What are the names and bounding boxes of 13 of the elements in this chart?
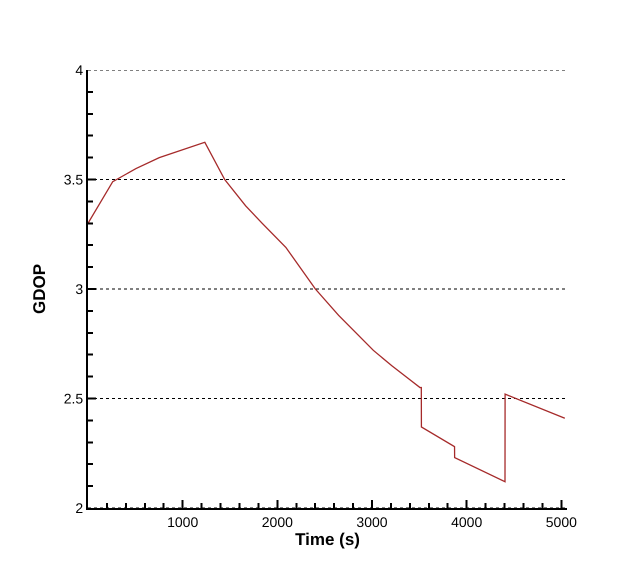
x-tick-label: 2000 [262,514,294,530]
x-tick-label: 5000 [546,514,578,530]
x-tick-label: 1000 [167,514,198,530]
line-series [88,142,566,482]
y-tick-label: 3 [75,280,84,297]
x-axis-title: Time (s) [295,530,360,549]
y-tick-label: 4 [75,62,84,78]
y-axis-title: GDOP [30,264,49,314]
y-tick-label: 2 [75,500,84,516]
x-tick-label: 4000 [451,514,482,530]
x-tick-label: 3000 [356,514,388,530]
y-tick-label: 3.5 [64,171,84,188]
y-tick-label: 2.5 [64,390,84,406]
